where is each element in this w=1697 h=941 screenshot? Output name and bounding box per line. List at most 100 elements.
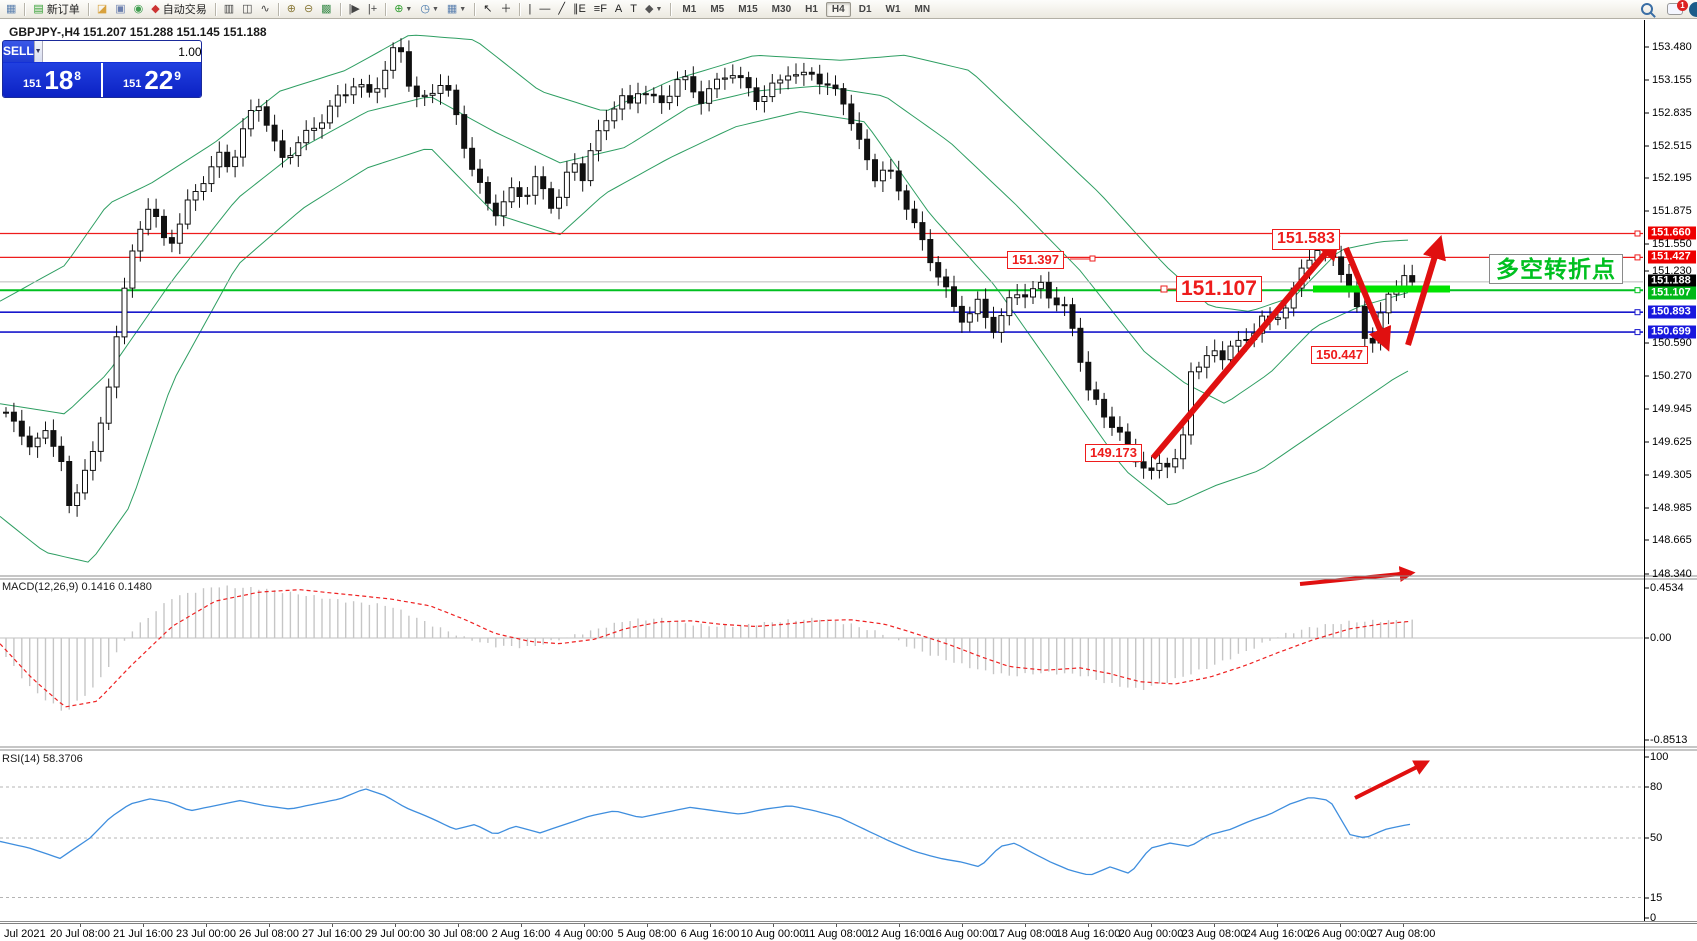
bar-chart-icon[interactable]: ▥ <box>220 0 238 18</box>
candle-body <box>405 51 412 87</box>
eraser-icon[interactable]: ◪ <box>93 0 111 18</box>
line-anchor-icon[interactable] <box>1634 287 1641 294</box>
tf-h4[interactable]: H4 <box>825 1 851 17</box>
chevron-down-icon: ▼ <box>459 5 467 13</box>
terminal-icon[interactable]: ▣ <box>111 0 129 18</box>
equidistant-channel-icon[interactable]: ∥E <box>569 0 590 18</box>
volume-down-stepper[interactable]: ▼ <box>33 41 43 62</box>
cursor-icon[interactable]: ↖ <box>479 0 496 18</box>
notifications-icon[interactable]: 1 <box>1667 0 1688 15</box>
tf-mn[interactable]: MN <box>914 3 931 15</box>
vertical-line-icon[interactable]: | <box>524 0 535 18</box>
tf-m1[interactable]: M1 <box>682 3 697 15</box>
candle-body <box>721 77 728 80</box>
signal-icon: ◉ <box>133 3 144 15</box>
line-anchor-icon[interactable] <box>1634 254 1641 261</box>
zoom-in-icon: ⊕ <box>286 3 296 15</box>
time-tick-mark <box>710 924 711 927</box>
rsi-trend-arrow[interactable] <box>1354 760 1431 800</box>
candle-body <box>974 298 981 315</box>
candle-body <box>1369 337 1376 344</box>
label-150447[interactable]: 150.447 <box>1311 346 1368 364</box>
chart-canvas[interactable] <box>0 20 1697 923</box>
candle-body <box>706 88 713 104</box>
line-anchor-icon[interactable] <box>1634 309 1641 316</box>
shapes-icon[interactable]: ◆ ▼ <box>641 0 666 18</box>
candle-body <box>532 176 539 196</box>
price-tick-label: 151.230 <box>1652 265 1692 277</box>
label-151107[interactable]: 151.107 <box>1176 276 1262 303</box>
fibonacci-icon[interactable]: ≡F <box>590 0 611 18</box>
text-label-icon[interactable]: T <box>626 0 641 18</box>
label-turning-point[interactable]: 多空转折点 <box>1489 254 1623 285</box>
tf-m15[interactable]: M15 <box>738 3 758 15</box>
price-badge: 151.660 <box>1648 226 1696 240</box>
trend-arrow-up-main[interactable] <box>1150 235 1341 460</box>
support-zone-bar[interactable] <box>1313 285 1450 293</box>
zoom-out-icon[interactable]: ⊖ <box>300 0 317 18</box>
volume-input[interactable] <box>42 41 201 62</box>
candle-body <box>674 79 681 97</box>
tf-w1[interactable]: W1 <box>885 3 901 15</box>
templates-icon[interactable]: ▦ ▼ <box>443 0 470 18</box>
time-tick-mark <box>1214 924 1215 927</box>
strategy-tester-icon[interactable]: |▶ <box>345 0 364 18</box>
time-tick-mark <box>80 924 81 927</box>
candle-body <box>342 94 349 97</box>
vertical-line-icon: | <box>528 3 532 15</box>
toolbar-separator <box>519 2 521 16</box>
window-chart-icon[interactable]: ▦ <box>2 0 20 18</box>
candle-body <box>192 191 199 201</box>
tf-d1[interactable]: D1 <box>858 3 872 15</box>
macd-pane-splitter[interactable] <box>0 575 1697 580</box>
line-anchor-icon[interactable] <box>1634 230 1641 237</box>
rsi-pane-splitter[interactable] <box>0 746 1697 751</box>
bid-quote[interactable]: 151 18 8 <box>3 63 101 97</box>
candle-body <box>563 171 570 198</box>
line-chart-icon[interactable]: ∿ <box>257 0 274 18</box>
add-indicator-icon[interactable]: ⊕ ▼ <box>390 0 416 18</box>
tf-h1[interactable]: H1 <box>805 3 818 15</box>
candle-body <box>556 196 562 209</box>
tile-windows-icon[interactable]: ▩ <box>317 0 335 18</box>
candle-body <box>1346 273 1352 287</box>
auto-trading-button[interactable]: ◆ 自动交易 <box>147 0 210 18</box>
candlestick-chart-icon[interactable]: ◫ <box>238 0 256 18</box>
data-window-icon[interactable]: |+ <box>364 0 381 18</box>
toolbar-separator <box>339 2 341 16</box>
trend-arrow-down[interactable] <box>1343 246 1392 352</box>
zoom-in-icon[interactable]: ⊕ <box>283 0 300 18</box>
candle-body <box>951 286 957 307</box>
periods-icon[interactable]: ◷ ▼ <box>416 0 443 18</box>
search-icon[interactable] <box>1641 3 1653 15</box>
candle-body <box>966 313 973 323</box>
trendline-icon: ╱ <box>558 3 565 15</box>
line-anchor-icon[interactable] <box>1634 329 1641 336</box>
ask-quote[interactable]: 151 22 9 <box>103 63 201 97</box>
trendline-icon[interactable]: ╱ <box>554 0 569 18</box>
label-151583[interactable]: 151.583 <box>1272 229 1340 250</box>
candle-body <box>350 86 357 96</box>
signal-icon[interactable]: ◉ <box>130 0 148 18</box>
trend-arrow-up-right[interactable] <box>1405 234 1446 346</box>
time-tick-mark <box>1088 924 1089 927</box>
candle-body <box>145 208 152 230</box>
price-tick-label: 148.340 <box>1652 568 1692 580</box>
horizontal-line-icon[interactable]: — <box>535 0 554 18</box>
candle-body <box>1227 345 1234 361</box>
time-tick-label: 29 Jul 00:00 <box>365 928 425 940</box>
label-149173[interactable]: 149.173 <box>1085 444 1142 462</box>
candle-body <box>50 430 57 447</box>
sell-button[interactable]: SELL <box>3 41 34 62</box>
tf-m30[interactable]: M30 <box>771 3 792 15</box>
ask-prefix: 151 <box>123 78 142 90</box>
crosshair-icon[interactable]: ＋ <box>496 0 515 18</box>
candle-body <box>879 169 886 182</box>
time-tick-label: 17 Aug 08:00 <box>992 928 1058 940</box>
tf-m5[interactable]: M5 <box>710 3 725 15</box>
candle-body <box>311 127 318 131</box>
candle-body <box>943 276 950 288</box>
new-order-button[interactable]: ▤ 新订单 <box>29 0 83 18</box>
label-151397[interactable]: 151.397 <box>1007 251 1064 269</box>
text-icon[interactable]: A <box>611 0 626 18</box>
